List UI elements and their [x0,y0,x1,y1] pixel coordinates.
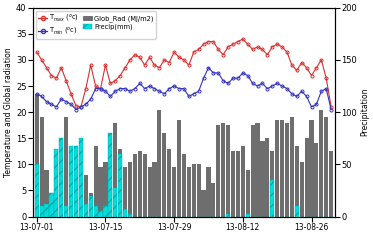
Bar [84,175,88,217]
Bar [35,94,39,217]
Bar [69,146,73,217]
Bar [103,206,107,217]
Bar [103,162,107,217]
Bar [221,122,225,217]
Bar [246,170,250,217]
Bar [40,117,44,217]
Bar [216,125,220,217]
Bar [128,214,132,217]
Legend: T$_{max}$ ($^o$c), T$_{min}$ ($^o$c), Glob_Rad (MJ/m2), Precip(mm): T$_{max}$ ($^o$c), T$_{min}$ ($^o$c), Gl… [36,11,156,39]
Bar [59,193,63,217]
Bar [108,162,112,217]
Bar [329,151,333,217]
Bar [206,167,210,217]
Bar [49,201,54,217]
Bar [123,167,127,217]
Bar [49,193,54,217]
Bar [59,138,63,217]
Bar [280,120,284,217]
Bar [113,188,117,217]
Bar [295,206,299,217]
Bar [157,110,162,217]
Y-axis label: Precipitation: Precipitation [360,88,369,136]
Bar [319,110,323,217]
Bar [64,206,68,217]
Bar [256,122,260,217]
Bar [295,146,299,217]
Bar [187,167,191,217]
Bar [89,193,93,217]
Bar [74,201,78,217]
Bar [94,146,98,217]
Bar [310,120,314,217]
Bar [98,167,103,217]
Bar [182,154,186,217]
Bar [167,149,171,217]
Bar [108,133,112,217]
Bar [265,138,269,217]
Bar [241,146,245,217]
Bar [40,206,44,217]
Bar [285,122,289,217]
Bar [251,125,255,217]
Bar [314,143,319,217]
Bar [231,151,235,217]
Bar [54,172,59,217]
Bar [84,203,88,217]
Bar [290,117,294,217]
Bar [260,141,264,217]
Bar [304,138,309,217]
Bar [177,120,181,217]
Bar [74,146,78,217]
Bar [270,151,274,217]
Bar [270,180,274,217]
Bar [123,209,127,217]
Bar [236,151,240,217]
Bar [54,149,59,217]
Bar [226,214,230,217]
Bar [201,190,206,217]
Bar [275,120,279,217]
Bar [118,149,122,217]
Bar [246,214,250,217]
Bar [211,183,216,217]
Bar [197,164,201,217]
Bar [133,154,137,217]
Bar [162,133,166,217]
Bar [35,164,39,217]
Bar [44,170,48,217]
Bar [89,196,93,217]
Bar [128,162,132,217]
Bar [324,117,328,217]
Bar [192,164,196,217]
Bar [113,122,117,217]
Bar [142,154,147,217]
Bar [44,203,48,217]
Y-axis label: Temperature and Global radiation: Temperature and Global radiation [4,47,13,177]
Bar [138,151,142,217]
Bar [79,159,83,217]
Bar [226,125,230,217]
Bar [300,162,304,217]
Bar [98,211,103,217]
Bar [153,162,157,217]
Bar [64,117,68,217]
Bar [118,154,122,217]
Bar [79,138,83,217]
Bar [147,167,152,217]
Bar [172,167,176,217]
Bar [94,206,98,217]
Bar [69,203,73,217]
